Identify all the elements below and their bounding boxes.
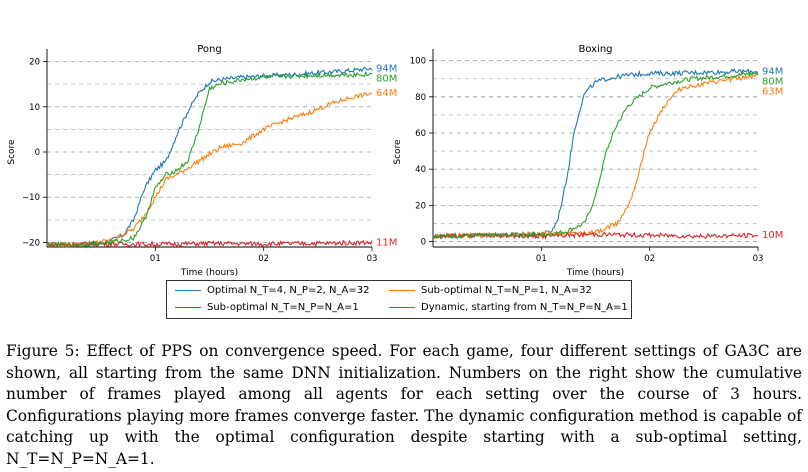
legend-label-optimal: Optimal N_T=4, N_P=2, N_A=32 (207, 285, 370, 296)
legend-swatch-dynamic (389, 306, 415, 308)
chart-title: Boxing (578, 44, 612, 55)
y-tick-label: 0 (421, 238, 426, 248)
y-tick-label: 20 (415, 201, 426, 211)
series-line (46, 239, 373, 249)
series-end-label: 94M (762, 66, 783, 77)
legend-swatch-suboptimal-np1 (389, 289, 415, 291)
chart-pong: −20 −10 0 10 20 01 02 03 Pong Time (hours) Score 94… (7, 44, 397, 278)
y-tick-label: −10 (22, 193, 40, 203)
x-axis-label: Time (hours) (566, 268, 624, 278)
chart-title: Pong (197, 44, 221, 55)
series-end-label: 80M (762, 76, 783, 87)
y-tick-label: 10 (29, 103, 40, 113)
x-tick-label: 02 (258, 254, 269, 264)
series-end-label: 64M (376, 88, 397, 99)
y-axis-label: Score (393, 139, 403, 165)
figure-caption: Figure 5: Effect of PPS on convergence s… (6, 342, 802, 468)
x-tick-label: 02 (644, 254, 655, 264)
series-end-label: 63M (762, 86, 783, 97)
x-tick-label: 01 (150, 254, 161, 264)
x-tick-label: 01 (536, 254, 547, 264)
x-tick-label: 03 (753, 254, 764, 264)
x-tick-label: 03 (367, 254, 378, 264)
y-tick-label: 100 (410, 57, 426, 67)
series-end-label: 80M (376, 73, 397, 84)
series-line (432, 68, 759, 239)
legend-label-suboptimal-all1: Sub-optimal N_T=N_P=N_A=1 (207, 302, 359, 313)
y-tick-label: 40 (415, 165, 426, 175)
series-end-label: 11M (376, 237, 397, 248)
series-line (432, 72, 759, 240)
series-line (46, 91, 373, 249)
chart-boxing: 0 20 40 60 80 100 01 02 03 Boxing Time (hours) Scor… (393, 44, 783, 278)
y-axis-label: Score (7, 139, 17, 165)
series-end-label: 10M (762, 230, 783, 241)
legend-label-dynamic: Dynamic, starting from N_T=N_P=N_A=1 (421, 302, 628, 313)
legend-item-optimal: Optimal N_T=4, N_P=2, N_A=32 (175, 283, 369, 299)
legend-label-suboptimal-np1: Sub-optimal N_T=N_P=1, N_A=32 (421, 285, 592, 296)
y-tick-label: 0 (35, 148, 40, 158)
y-tick-label: 80 (415, 93, 426, 103)
y-tick-label: 60 (415, 129, 426, 139)
series-line (46, 70, 373, 248)
series-end-label: 94M (376, 63, 397, 74)
y-tick-label: −20 (22, 238, 40, 248)
y-tick-label: 20 (29, 58, 40, 68)
series-line (432, 70, 759, 240)
legend-item-suboptimal-all1: Sub-optimal N_T=N_P=N_A=1 (175, 300, 359, 316)
legend-item-suboptimal-np1: Sub-optimal N_T=N_P=1, N_A=32 (389, 283, 592, 299)
legend-item-dynamic: Dynamic, starting from N_T=N_P=N_A=1 (389, 300, 628, 316)
legend-swatch-optimal (175, 289, 201, 291)
x-axis-label: Time (hours) (180, 268, 238, 278)
legend-swatch-suboptimal-all1 (175, 306, 201, 308)
legend: Optimal N_T=4, N_P=2, N_A=32 Sub-optimal… (166, 280, 632, 319)
